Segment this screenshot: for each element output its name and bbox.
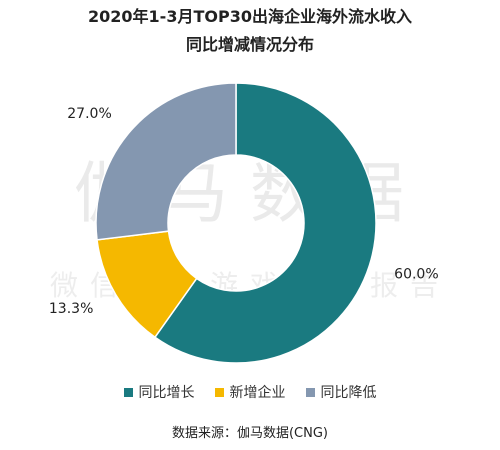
legend-item-increase: 同比增长 [123,382,195,402]
chart-legend: 同比增长 新增企业 同比降低 [0,382,500,402]
legend-swatch-increase [123,387,133,397]
legend-label-decrease: 同比降低 [320,385,377,401]
slice-decrease [95,82,237,241]
legend-swatch-new [214,387,224,397]
legend-item-decrease: 同比降低 [305,382,377,402]
data-label-decrease: 27.0% [67,106,111,122]
data-label-new: 13.3% [49,301,93,317]
legend-label-new: 新增企业 [229,385,286,401]
data-label-increase: 60.0% [394,266,438,282]
legend-item-new: 新增企业 [214,382,286,402]
chart-title-line2: 同比增减情况分布 [185,35,314,54]
data-source: 数据来源：伽马数据(CNG) [171,426,329,441]
legend-swatch-decrease [305,387,315,397]
donut-chart: 60.0% 13.3% 27.0% [49,82,439,364]
legend-label-increase: 同比增长 [138,385,195,401]
chart-title-line1: 2020年1-3月TOP30出海企业海外流水收入 [88,7,412,26]
slice-increase [153,82,377,364]
